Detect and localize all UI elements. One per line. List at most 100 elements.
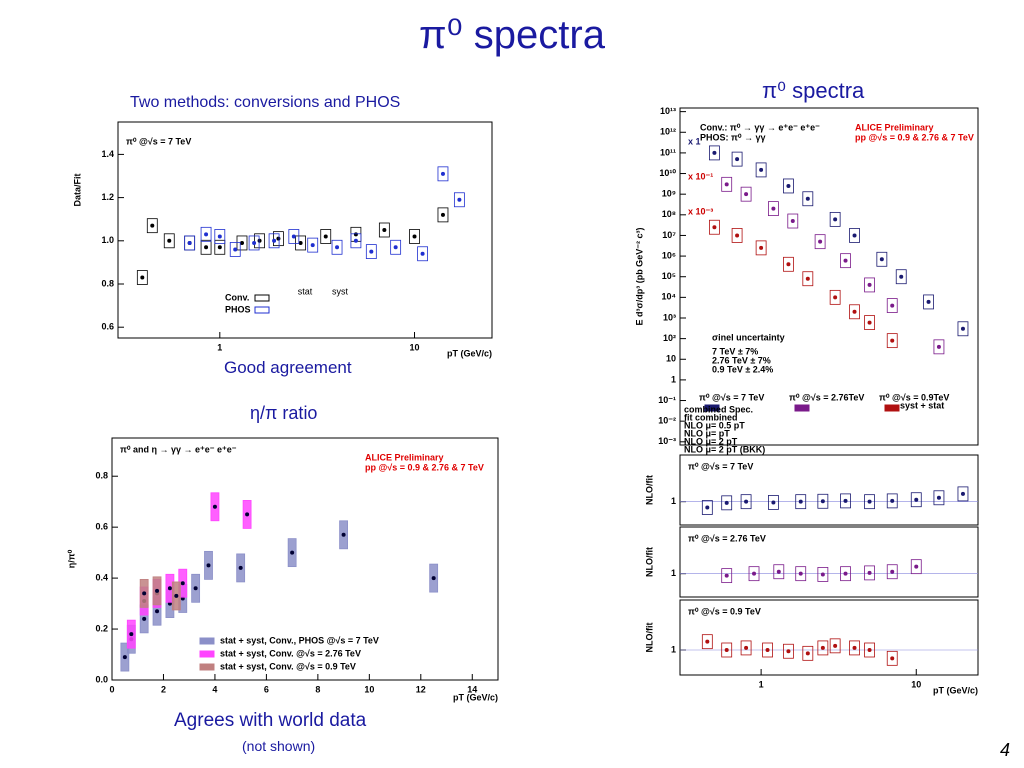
y-tick-label: 10⁶	[662, 250, 676, 260]
legend-header: syst	[332, 286, 349, 296]
legend-swatch	[254, 294, 270, 302]
y-tick-label: 1	[671, 644, 676, 654]
x-tick-label: 0	[109, 684, 114, 694]
error-box	[229, 242, 241, 257]
error-box	[773, 564, 785, 580]
data-point	[167, 586, 172, 591]
error-box	[390, 239, 402, 255]
y-tick-label: 0.6	[95, 522, 108, 532]
data-point	[771, 206, 776, 211]
data-point	[335, 245, 340, 250]
data-point	[291, 234, 296, 239]
plot-title: π⁰ @√s = 7 TeV	[126, 136, 191, 146]
data-point	[843, 571, 848, 576]
error-box	[214, 229, 226, 244]
data-point	[206, 563, 211, 568]
y-tick-label: 10¹¹	[660, 147, 676, 157]
caption: (not shown)	[242, 738, 316, 754]
data-point	[759, 167, 764, 172]
data-point	[867, 648, 872, 652]
error-box	[755, 162, 767, 178]
data-point	[369, 249, 374, 254]
y-tick-label: 1.0	[101, 235, 114, 245]
data-point	[914, 497, 919, 502]
error-box	[886, 564, 898, 580]
data-point	[724, 182, 729, 187]
data-point	[790, 219, 795, 224]
data-point	[960, 326, 965, 331]
data-point	[252, 240, 257, 245]
legend-swatch	[884, 404, 900, 412]
legend-swatch	[254, 306, 270, 314]
error-box	[787, 213, 799, 229]
error-box	[814, 234, 826, 250]
data-point	[867, 570, 872, 575]
data-point	[805, 276, 810, 281]
y-tick-label: 10⁻¹	[658, 395, 676, 405]
data-point	[257, 238, 262, 243]
y-tick-label: 10⁸	[662, 209, 676, 219]
plot-title: π⁰ @√s = 7 TeV	[688, 461, 753, 471]
annotation: x 1	[688, 136, 701, 146]
error-box	[849, 304, 860, 320]
legend-label: Conv.	[225, 292, 249, 302]
error-box	[288, 229, 300, 244]
data-point	[167, 238, 172, 243]
slide-title: π⁰ spectra	[419, 13, 605, 57]
y-tick-label: 0.0	[95, 674, 108, 684]
annotation: 2.76 TeV ± 7%	[712, 355, 771, 365]
data-point	[759, 245, 764, 250]
annotation: σinel uncertainty	[712, 332, 785, 342]
data-point	[735, 157, 740, 162]
data-point	[122, 655, 127, 660]
y-tick-label: 0.2	[95, 623, 108, 633]
data-point	[786, 183, 791, 188]
y-tick-label: 0.4	[95, 572, 108, 582]
error-box	[437, 166, 449, 182]
error-box	[378, 222, 390, 238]
plot-frame	[679, 454, 979, 526]
y-axis-label: E d³σ/dp³ (pb GeV⁻² c³)	[634, 228, 644, 326]
data-point	[353, 232, 358, 237]
annotation: Conv.: π⁰ → γγ → e⁺e⁻ e⁺e⁻	[700, 122, 820, 132]
error-box	[136, 270, 148, 285]
data-point	[233, 247, 238, 252]
annotation: 7 TeV ± 7%	[712, 346, 758, 356]
data-point	[960, 491, 965, 496]
legend-swatch	[199, 663, 215, 671]
y-axis-label: NLO/fit	[644, 623, 654, 653]
x-axis-label: pT (GeV/c)	[453, 692, 498, 702]
error-box	[248, 235, 260, 251]
error-box	[709, 145, 720, 161]
data-point	[914, 564, 919, 569]
y-tick-label: 1.4	[101, 149, 114, 159]
error-box	[864, 277, 875, 293]
error-box	[933, 490, 945, 506]
y-tick-label: 1.2	[101, 192, 114, 202]
data-point	[457, 197, 462, 202]
data-point	[744, 499, 749, 504]
data-point	[899, 274, 904, 279]
plot-title: π⁰ @√s = 0.9 TeV	[688, 606, 761, 616]
data-point	[239, 240, 244, 245]
data-point	[193, 586, 198, 591]
error-box	[817, 567, 829, 582]
error-box	[864, 642, 875, 658]
error-box	[795, 566, 807, 582]
error-box	[417, 246, 428, 262]
data-point	[712, 225, 717, 230]
error-box	[876, 251, 888, 267]
error-box	[320, 229, 332, 244]
error-box	[701, 634, 713, 650]
page-number: 4	[1000, 740, 1011, 760]
annotation: PHOS: π⁰ → γγ	[700, 132, 766, 142]
data-point	[298, 240, 303, 245]
data-point	[204, 245, 209, 250]
error-box	[829, 638, 841, 654]
legend-label: stat + syst, Conv. @√s = 2.76 TeV	[220, 648, 361, 658]
error-box	[783, 178, 794, 194]
error-box	[910, 559, 922, 575]
y-tick-label: 10³	[663, 312, 676, 322]
data-point	[805, 651, 810, 656]
